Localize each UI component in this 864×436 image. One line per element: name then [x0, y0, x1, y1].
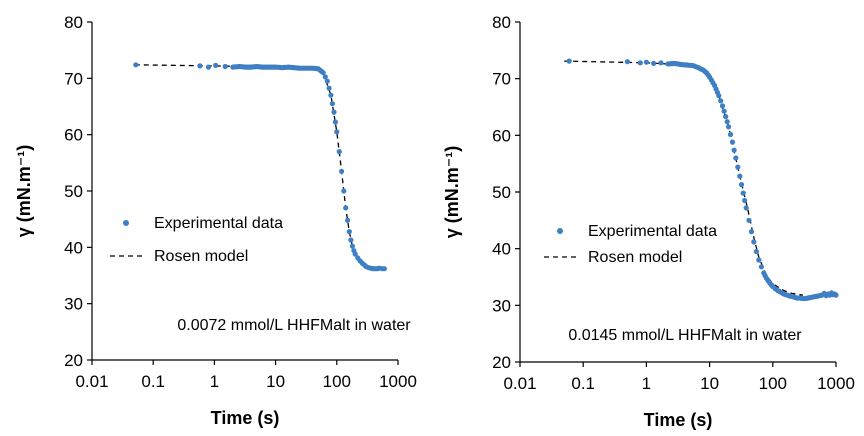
data-point	[324, 78, 330, 84]
data-point	[349, 243, 355, 249]
legend-label-rosen-model: Rosen model	[154, 248, 248, 265]
data-point	[348, 237, 354, 243]
y-tick-label: 40	[492, 240, 511, 259]
x-tick-label: 1	[210, 372, 219, 391]
data-point	[133, 62, 139, 68]
concentration-annotation: 0.0072 mmol/L HHFMalt in water	[177, 317, 411, 334]
y-tick-label: 20	[492, 353, 511, 372]
legend-label-rosen-model: Rosen model	[588, 249, 682, 266]
data-point	[748, 229, 755, 235]
x-tick-label: 10	[266, 372, 285, 391]
y-tick-label: 60	[64, 126, 83, 145]
y-tick-label: 40	[64, 238, 83, 257]
data-point	[205, 64, 212, 70]
x-axis-title: Time (s)	[644, 410, 713, 430]
x-tick-label: 100	[323, 372, 351, 391]
data-point	[723, 114, 729, 120]
data-point	[341, 188, 347, 194]
data-point	[746, 217, 752, 223]
data-point	[719, 103, 726, 109]
legend-marker-experimental	[557, 228, 563, 234]
y-tick-label: 80	[64, 13, 83, 32]
concentration-annotation: 0.0145 mmol/L HHFMalt in water	[568, 327, 802, 344]
y-tick-label: 50	[64, 182, 83, 201]
legend-marker-experimental	[123, 220, 129, 226]
x-axis-title: Time (s)	[211, 408, 280, 428]
data-point	[624, 59, 631, 65]
data-point	[718, 98, 724, 104]
data-point	[331, 109, 337, 115]
data-point	[753, 248, 760, 255]
y-axis-title: γ (mN.m⁻¹)	[442, 146, 462, 239]
x-tick-label: 1000	[817, 374, 855, 393]
data-point	[724, 119, 730, 125]
data-point	[738, 182, 745, 188]
data-point	[197, 63, 203, 69]
data-point	[320, 70, 326, 76]
y-tick-label: 70	[64, 69, 83, 88]
data-point	[566, 58, 572, 64]
y-axis-title: γ (mN.m⁻¹)	[14, 145, 34, 238]
x-tick-label: 0.1	[571, 374, 595, 393]
data-point	[735, 164, 741, 170]
x-tick-label: 100	[759, 374, 787, 393]
x-tick-label: 1000	[379, 372, 417, 391]
legend-label-experimental: Experimental data	[154, 215, 283, 232]
data-point	[833, 292, 839, 298]
data-point	[733, 155, 739, 161]
y-tick-label: 30	[492, 296, 511, 315]
y-tick-label: 80	[492, 13, 511, 32]
data-point	[222, 63, 228, 70]
chart-right: 20 30 40 50 60 70 80 0.01 0.1 1 10 100 1000 Time (s) γ…	[442, 13, 855, 430]
data-point	[352, 251, 358, 257]
data-point	[731, 147, 737, 153]
x-tick-label: 10	[700, 374, 719, 393]
x-tick-label: 0.01	[503, 374, 536, 393]
data-point	[727, 131, 734, 138]
data-point	[716, 93, 722, 99]
chart-left: 20 30 40 50 60 70 80 0.01 0.1 1 10 100 1000 Time (s) γ…	[14, 13, 417, 428]
x-tick-label: 0.01	[75, 372, 108, 391]
x-tick-label: 1	[642, 374, 651, 393]
data-point	[339, 168, 345, 174]
series-rosen-model-line	[134, 64, 385, 270]
data-point	[326, 85, 332, 91]
data-point	[637, 60, 643, 66]
data-point	[213, 62, 219, 68]
data-point	[751, 239, 757, 245]
y-tick-label: 70	[492, 70, 511, 89]
data-point	[658, 60, 664, 66]
y-tick-label: 30	[64, 295, 83, 314]
data-point	[336, 149, 342, 155]
data-point	[381, 266, 387, 272]
data-point	[322, 74, 328, 80]
data-point	[740, 190, 746, 196]
data-point	[721, 108, 727, 114]
y-tick-label: 50	[492, 183, 511, 202]
data-point	[729, 139, 736, 145]
data-point	[743, 205, 749, 211]
data-point	[329, 101, 335, 107]
x-tick-label: 0.1	[141, 372, 165, 391]
y-tick-label: 60	[492, 126, 511, 145]
data-point	[756, 257, 762, 263]
data-point	[737, 173, 743, 179]
data-point	[334, 129, 340, 135]
data-point	[726, 124, 732, 130]
data-point	[332, 119, 338, 125]
legend-label-experimental: Experimental data	[588, 223, 717, 240]
data-point	[345, 217, 351, 223]
data-point	[343, 205, 349, 211]
data-point	[651, 60, 657, 66]
data-point	[328, 92, 334, 98]
data-point	[643, 59, 650, 65]
data-point	[346, 229, 352, 235]
y-tick-label: 20	[64, 351, 83, 370]
data-point	[758, 264, 765, 270]
data-point	[742, 197, 748, 204]
